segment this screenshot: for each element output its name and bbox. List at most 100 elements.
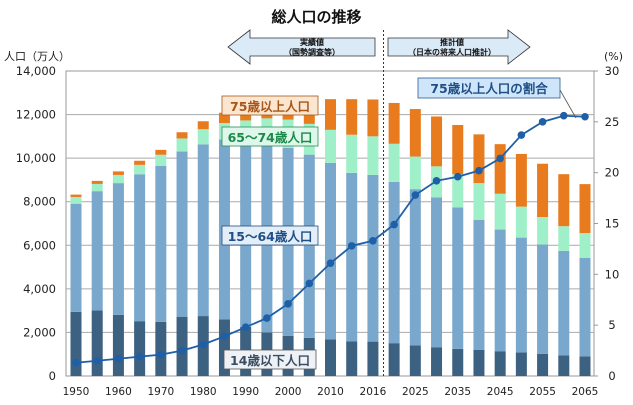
ratio-point bbox=[284, 300, 292, 308]
bar-segment-age75plus bbox=[197, 121, 209, 130]
bar-segment-age75plus bbox=[494, 144, 506, 194]
ratio-point bbox=[135, 352, 144, 361]
y2-tick-label: 5 bbox=[608, 318, 615, 332]
ratio-point bbox=[411, 191, 420, 199]
bar-segment-age0-14 bbox=[409, 345, 421, 376]
bar-segment-age65-74 bbox=[367, 136, 379, 175]
label-ratio: 75歳以上人口の割合 bbox=[417, 77, 577, 119]
ratio-point bbox=[475, 166, 483, 175]
ratio-point bbox=[305, 279, 314, 288]
bar-segment-age15-64 bbox=[176, 151, 188, 317]
bar-segment-age65-74 bbox=[325, 129, 336, 163]
y-tick-label: 0 bbox=[49, 369, 56, 383]
bar-segment-age65-74 bbox=[409, 156, 421, 190]
bar-segment-age0-14 bbox=[515, 352, 527, 376]
bar-segment-age65-74 bbox=[197, 129, 209, 145]
ratio-point bbox=[347, 242, 356, 250]
y-tick-label: 4,000 bbox=[23, 282, 56, 296]
bar-segment-age0-14 bbox=[134, 321, 146, 376]
svg-text:14歳以下人口: 14歳以下人口 bbox=[230, 353, 310, 368]
x-tick-label: 2035 bbox=[444, 386, 471, 398]
bar-segment-age15-64 bbox=[367, 174, 379, 342]
ratio-point bbox=[93, 356, 102, 365]
bar-segment-age65-74 bbox=[70, 196, 82, 204]
bar-segment-age15-64 bbox=[537, 244, 549, 354]
ratio-point bbox=[496, 154, 504, 163]
bar-segment-age15-64 bbox=[494, 229, 506, 352]
ratio-point bbox=[241, 323, 250, 332]
bar-segment-age65-74 bbox=[91, 183, 103, 192]
bar-segment-age65-74 bbox=[537, 217, 549, 245]
bar-segment-age15-64 bbox=[112, 183, 124, 315]
y-tick-label: 12,000 bbox=[16, 108, 56, 122]
ratio-point bbox=[263, 314, 271, 322]
bar-segment-age0-14 bbox=[473, 349, 485, 376]
bar-segment-age0-14 bbox=[218, 319, 230, 376]
bar-segment-age75plus bbox=[431, 116, 443, 167]
bar-segment-age75plus bbox=[134, 160, 146, 165]
bar-segment-age0-14 bbox=[112, 314, 124, 376]
ratio-point bbox=[199, 340, 208, 349]
bar-segment-age75plus bbox=[176, 132, 188, 139]
label-15-64: 15〜64歳人口 bbox=[221, 225, 319, 246]
bar-segment-age75plus bbox=[515, 153, 527, 207]
bar-segment-age65-74 bbox=[112, 174, 124, 184]
bar-segment-age65-74 bbox=[473, 183, 485, 220]
bar-segment-age15-64 bbox=[70, 203, 82, 312]
bar-segment-age75plus bbox=[155, 149, 167, 155]
ratio-point bbox=[453, 172, 462, 181]
x-tick-label: 1960 bbox=[105, 386, 132, 398]
ratio-point bbox=[326, 259, 335, 267]
bar-segment-age15-64 bbox=[346, 172, 358, 342]
bar-segment-age0-14 bbox=[452, 348, 464, 376]
y2-tick-label: 0 bbox=[608, 369, 615, 383]
ratio-point bbox=[178, 346, 186, 355]
ratio-point bbox=[72, 358, 80, 367]
y2-tick-label: 20 bbox=[605, 166, 620, 180]
bar-segment-age75plus bbox=[91, 180, 103, 184]
bar-segment-age15-64 bbox=[558, 250, 570, 356]
ratio-point bbox=[581, 112, 589, 121]
x-tick-label: 1990 bbox=[232, 386, 259, 398]
bar-segment-age0-14 bbox=[558, 355, 570, 376]
bar-segment-age15-64 bbox=[431, 197, 443, 348]
bar-segment-age0-14 bbox=[431, 347, 443, 376]
actual-arrow: 実績値 （国勢調査等） bbox=[227, 29, 376, 65]
bar-segment-age65-74 bbox=[579, 233, 591, 258]
bar-segment-age15-64 bbox=[91, 191, 103, 311]
ratio-point bbox=[538, 118, 547, 126]
y2-tick-label: 25 bbox=[605, 115, 620, 129]
svg-text:65〜74歳人口: 65〜74歳人口 bbox=[228, 130, 313, 145]
bar-segment-age0-14 bbox=[494, 351, 506, 376]
bar-segment-age15-64 bbox=[197, 144, 209, 317]
y2-tick-label: 15 bbox=[605, 217, 620, 231]
svg-text:75歳以上人口: 75歳以上人口 bbox=[230, 99, 310, 114]
bar-segment-age75plus bbox=[537, 163, 549, 218]
ratio-point bbox=[157, 350, 165, 359]
bar-segment-age0-14 bbox=[346, 341, 358, 376]
chart-title: 総人口の推移 bbox=[271, 8, 362, 26]
x-tick-label: 2045 bbox=[487, 386, 514, 398]
bar-segment-age75plus bbox=[70, 194, 82, 197]
ratio-point bbox=[390, 220, 398, 229]
bar-segment-age15-64 bbox=[579, 257, 591, 357]
bar-segment-age75plus bbox=[346, 99, 358, 135]
bar-segment-age65-74 bbox=[155, 154, 167, 167]
projected-arrow: 推計値 （日本の将来人口推計） bbox=[387, 29, 531, 65]
bar-segment-age15-64 bbox=[388, 181, 400, 344]
x-tick-label: 2065 bbox=[572, 386, 599, 398]
x-tick-label: 1970 bbox=[147, 386, 174, 398]
bar-segment-age0-14 bbox=[325, 339, 336, 376]
x-tick-label: 1980 bbox=[190, 386, 217, 398]
y-tick-label: 2,000 bbox=[23, 325, 56, 339]
y-tick-label: 14,000 bbox=[16, 64, 56, 78]
bar-segment-age75plus bbox=[112, 171, 124, 175]
bar-segment-age75plus bbox=[367, 99, 379, 137]
bar-segment-age15-64 bbox=[452, 207, 464, 349]
ratio-point bbox=[369, 236, 377, 245]
bar-segment-age65-74 bbox=[452, 174, 464, 208]
bar-segment-age15-64 bbox=[303, 154, 315, 338]
bar-segment-age15-64 bbox=[473, 219, 485, 350]
bar-segment-age0-14 bbox=[91, 310, 103, 376]
bar-segment-age65-74 bbox=[388, 143, 400, 182]
